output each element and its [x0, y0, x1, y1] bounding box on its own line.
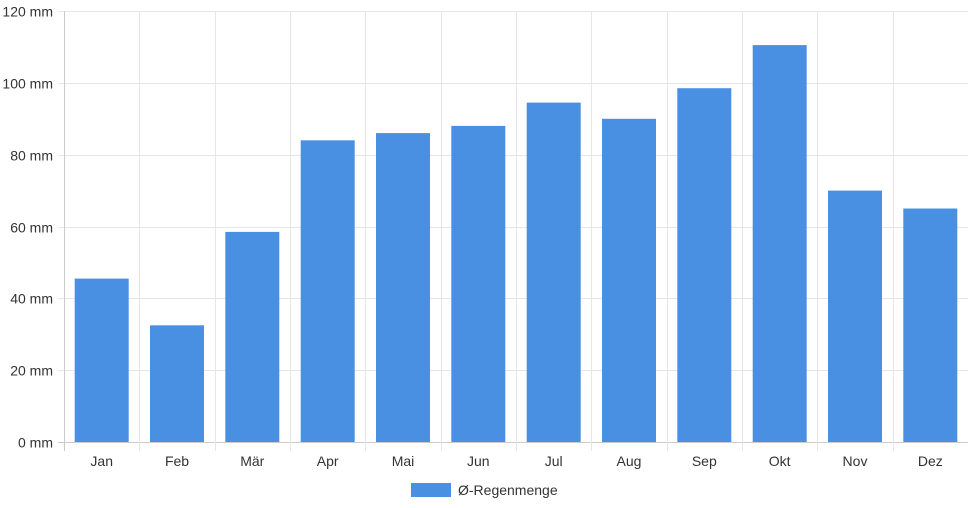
bar-jun[interactable] [451, 125, 506, 443]
x-tick-label: Dez [918, 453, 943, 469]
y-tick-label: 120 mm [2, 4, 53, 20]
bar-dez[interactable] [903, 208, 958, 443]
grid-lines [58, 11, 968, 451]
x-tick-label: Feb [165, 453, 189, 469]
x-tick-label: Jun [467, 453, 490, 469]
bar-mär[interactable] [225, 231, 280, 442]
bar-mai[interactable] [376, 133, 430, 442]
x-tick-label: Nov [843, 453, 868, 469]
legend[interactable]: Ø-Regenmenge [411, 482, 558, 498]
y-tick-label: 0 mm [18, 435, 53, 451]
bar-feb[interactable] [150, 325, 204, 442]
y-tick-label: 60 mm [10, 220, 53, 236]
x-tick-label: Jan [90, 453, 113, 469]
y-tick-label: 80 mm [10, 148, 53, 164]
bar-jul[interactable] [526, 102, 581, 442]
bar-apr[interactable] [300, 140, 355, 443]
bar-jan[interactable] [74, 278, 129, 442]
x-tick-label: Sep [692, 453, 717, 469]
x-tick-label: Mär [240, 453, 264, 469]
legend-label[interactable]: Ø-Regenmenge [458, 482, 558, 498]
bar-nov[interactable] [828, 190, 882, 442]
x-tick-label: Apr [317, 453, 339, 469]
x-tick-label: Okt [769, 453, 791, 469]
bar-sep[interactable] [677, 88, 732, 442]
y-tick-label: 20 mm [10, 363, 53, 379]
x-tick-label: Jul [545, 453, 563, 469]
x-tick-label: Mai [392, 453, 415, 469]
x-axis-tick-labels: Jan Feb Mär Apr Mai Jun Jul Aug Sep Okt Nov Dez [90, 453, 942, 469]
bars [74, 45, 958, 443]
y-tick-label: 40 mm [10, 291, 53, 307]
y-axis-tick-labels: 0 mm 20 mm 40 mm 60 mm 80 mm 100 mm 120 mm [2, 4, 53, 451]
bar-okt[interactable] [752, 45, 807, 442]
y-tick-label: 100 mm [2, 76, 53, 92]
legend-swatch[interactable] [411, 483, 451, 497]
bar-aug[interactable] [602, 118, 656, 443]
x-tick-label: Aug [617, 453, 642, 469]
